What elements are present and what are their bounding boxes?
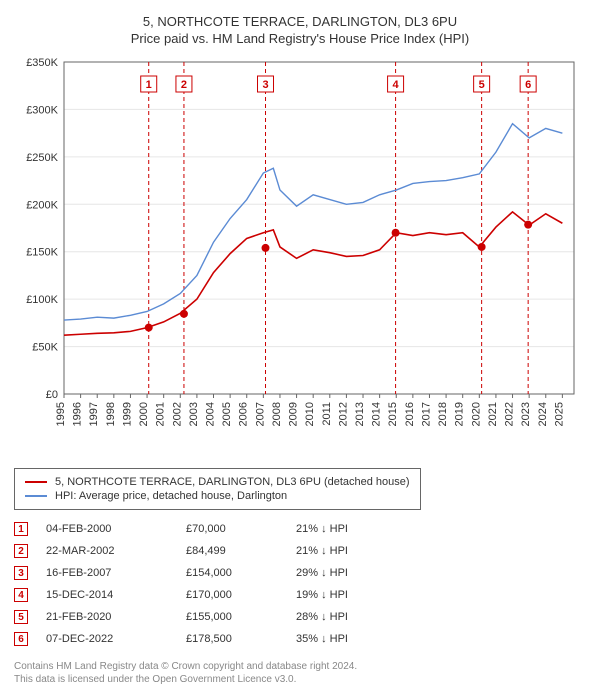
svg-text:2010: 2010 [304,402,316,426]
svg-text:6: 6 [525,79,531,91]
svg-text:£0: £0 [46,389,58,401]
legend-label: 5, NORTHCOTE TERRACE, DARLINGTON, DL3 6P… [55,476,410,488]
sale-badge: 3 [14,566,28,580]
chart-subtitle: Price paid vs. HM Land Registry's House … [14,31,586,46]
svg-text:£300K: £300K [26,104,58,116]
svg-text:4: 4 [393,79,400,91]
svg-text:2023: 2023 [520,402,532,426]
sale-diff: 29% ↓ HPI [296,567,426,579]
svg-text:1996: 1996 [72,402,84,426]
svg-text:2018: 2018 [437,402,449,426]
svg-text:2013: 2013 [354,402,366,426]
sale-price: £84,499 [186,545,296,557]
svg-text:2025: 2025 [553,402,565,426]
svg-text:2015: 2015 [387,402,399,426]
sale-diff: 19% ↓ HPI [296,589,426,601]
svg-text:2014: 2014 [371,402,383,426]
sale-badge: 1 [14,522,28,536]
svg-text:2009: 2009 [288,402,300,426]
sale-date: 15-DEC-2014 [46,589,186,601]
legend-item: 5, NORTHCOTE TERRACE, DARLINGTON, DL3 6P… [25,475,410,489]
svg-text:2006: 2006 [238,402,250,426]
svg-text:2024: 2024 [537,402,549,426]
sale-badge: 5 [14,610,28,624]
sale-price: £154,000 [186,567,296,579]
svg-text:2004: 2004 [205,402,217,426]
sale-date: 22-MAR-2002 [46,545,186,557]
sale-date: 07-DEC-2022 [46,633,186,645]
sale-diff: 35% ↓ HPI [296,633,426,645]
svg-text:2017: 2017 [420,402,432,426]
sale-diff: 21% ↓ HPI [296,545,426,557]
sale-badge: 2 [14,544,28,558]
svg-text:£250K: £250K [26,152,58,164]
svg-text:£100K: £100K [26,294,58,306]
sale-date: 16-FEB-2007 [46,567,186,579]
svg-text:2005: 2005 [221,402,233,426]
chart-legend: 5, NORTHCOTE TERRACE, DARLINGTON, DL3 6P… [14,468,421,510]
price-chart: £0 £50K £100K £150K £200K £250K £300K £350K 1995… [14,54,586,454]
svg-text:5: 5 [479,79,485,91]
sale-diff: 28% ↓ HPI [296,611,426,623]
svg-text:2007: 2007 [254,402,266,426]
sales-row: 5 21-FEB-2020£155,00028% ↓ HPI [14,606,586,628]
sales-row: 6 07-DEC-2022£178,50035% ↓ HPI [14,628,586,650]
svg-text:2012: 2012 [337,402,349,426]
svg-text:1998: 1998 [105,402,117,426]
svg-text:£150K: £150K [26,247,58,259]
footer-line: Contains HM Land Registry data © Crown c… [14,660,586,673]
legend-item: HPI: Average price, detached house, Darl… [25,489,410,503]
chart-title: 5, NORTHCOTE TERRACE, DARLINGTON, DL3 6P… [14,14,586,29]
svg-text:£50K: £50K [32,342,58,354]
sales-table: 1 04-FEB-2000£70,00021% ↓ HPI 2 22-MAR-2002… [14,518,586,650]
sales-row: 3 16-FEB-2007£154,00029% ↓ HPI [14,562,586,584]
sale-price: £155,000 [186,611,296,623]
sales-row: 4 15-DEC-2014£170,00019% ↓ HPI [14,584,586,606]
svg-text:2001: 2001 [155,402,167,426]
sale-badge: 4 [14,588,28,602]
sale-price: £178,500 [186,633,296,645]
sales-row: 2 22-MAR-2002£84,49921% ↓ HPI [14,540,586,562]
svg-text:2016: 2016 [404,402,416,426]
svg-text:1: 1 [146,79,152,91]
legend-swatch [25,495,47,497]
svg-text:2019: 2019 [454,402,466,426]
svg-text:1995: 1995 [55,402,67,426]
legend-swatch [25,481,47,483]
svg-text:1999: 1999 [121,402,133,426]
svg-text:£200K: £200K [26,199,58,211]
svg-text:2008: 2008 [271,402,283,426]
sale-diff: 21% ↓ HPI [296,523,426,535]
svg-text:3: 3 [262,79,268,91]
sale-date: 04-FEB-2000 [46,523,186,535]
sale-price: £70,000 [186,523,296,535]
svg-text:2002: 2002 [171,402,183,426]
svg-text:2022: 2022 [504,402,516,426]
svg-text:2003: 2003 [188,402,200,426]
svg-text:£350K: £350K [26,57,58,69]
sale-date: 21-FEB-2020 [46,611,186,623]
svg-text:1997: 1997 [88,402,100,426]
sale-badge: 6 [14,632,28,646]
sale-price: £170,000 [186,589,296,601]
svg-text:2020: 2020 [470,402,482,426]
sales-row: 1 04-FEB-2000£70,00021% ↓ HPI [14,518,586,540]
legend-label: HPI: Average price, detached house, Darl… [55,490,287,502]
svg-text:2000: 2000 [138,402,150,426]
svg-text:2021: 2021 [487,402,499,426]
svg-text:2011: 2011 [321,402,333,426]
footer-attribution: Contains HM Land Registry data © Crown c… [14,660,586,686]
svg-text:2: 2 [181,79,187,91]
